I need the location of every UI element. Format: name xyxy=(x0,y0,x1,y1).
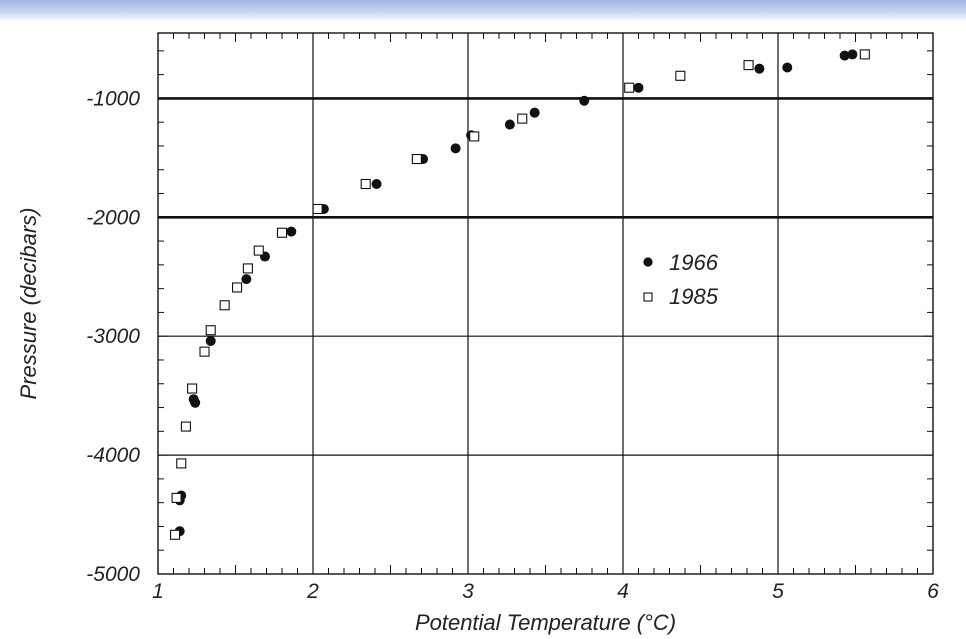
y-tick-label: -1000 xyxy=(86,87,140,110)
point-1985 xyxy=(743,60,754,71)
point-1985 xyxy=(675,70,686,81)
point-1966 xyxy=(529,107,540,118)
x-tick-labels: 1 2 3 4 5 6 xyxy=(152,580,939,603)
y-tick-label: -4000 xyxy=(86,444,140,467)
point-1985 xyxy=(276,227,288,238)
point-1985 xyxy=(312,203,323,215)
point-1985 xyxy=(170,529,181,540)
point-1985 xyxy=(199,346,210,357)
point-1985 xyxy=(253,245,264,256)
point-1966 xyxy=(450,143,461,154)
x-axis-label: Potential Temperature (°C) xyxy=(415,610,676,635)
y-tick-label: -5000 xyxy=(86,563,140,586)
legend-label-1985: 1985 xyxy=(669,284,719,309)
point-1985 xyxy=(180,421,191,432)
point-1985 xyxy=(624,82,635,93)
x-tick-label: 4 xyxy=(617,580,629,603)
legend-marker-1966 xyxy=(643,257,653,267)
legend-label-1966: 1966 xyxy=(669,250,719,275)
legend: 1966 1985 xyxy=(643,250,719,309)
legend-marker-1985 xyxy=(643,292,653,302)
point-1966 xyxy=(286,226,297,237)
point-1966 xyxy=(579,95,590,106)
point-1985 xyxy=(232,282,243,293)
y-tick-labels: -1000 -2000 -3000 -4000 -5000 xyxy=(86,87,140,586)
x-tick-label: 3 xyxy=(462,580,474,603)
x-tick-label: 5 xyxy=(772,580,784,603)
point-1966 xyxy=(241,274,252,285)
point-1985 xyxy=(360,178,371,190)
data-points xyxy=(170,49,870,540)
top-gradient-band xyxy=(0,0,966,22)
point-1985 xyxy=(205,325,216,336)
tick-marks xyxy=(157,33,934,575)
point-1985 xyxy=(176,458,187,469)
point-1966 xyxy=(188,394,199,405)
grid-lines xyxy=(158,33,933,574)
point-1966 xyxy=(839,50,850,61)
point-1985 xyxy=(469,131,480,142)
point-1985 xyxy=(187,383,198,394)
point-1985 xyxy=(219,300,230,311)
x-tick-label: 2 xyxy=(306,580,319,603)
point-1966 xyxy=(205,335,216,346)
point-1966 xyxy=(782,62,793,73)
y-tick-label: -3000 xyxy=(86,325,140,348)
point-1985 xyxy=(242,263,253,274)
y-axis-label: Pressure (decibars) xyxy=(16,208,41,400)
x-tick-label: 1 xyxy=(152,580,164,603)
plot-frame xyxy=(157,32,934,575)
point-1985 xyxy=(171,492,182,503)
y-tick-label: -2000 xyxy=(86,206,140,229)
point-1985 xyxy=(411,153,422,165)
point-1985 xyxy=(859,49,870,60)
point-1985 xyxy=(517,113,528,124)
point-1966 xyxy=(504,119,515,130)
point-1966 xyxy=(371,179,382,190)
point-1966 xyxy=(847,49,858,60)
point-1966 xyxy=(754,63,765,74)
point-1966 xyxy=(633,82,644,93)
x-tick-label: 6 xyxy=(927,580,939,603)
